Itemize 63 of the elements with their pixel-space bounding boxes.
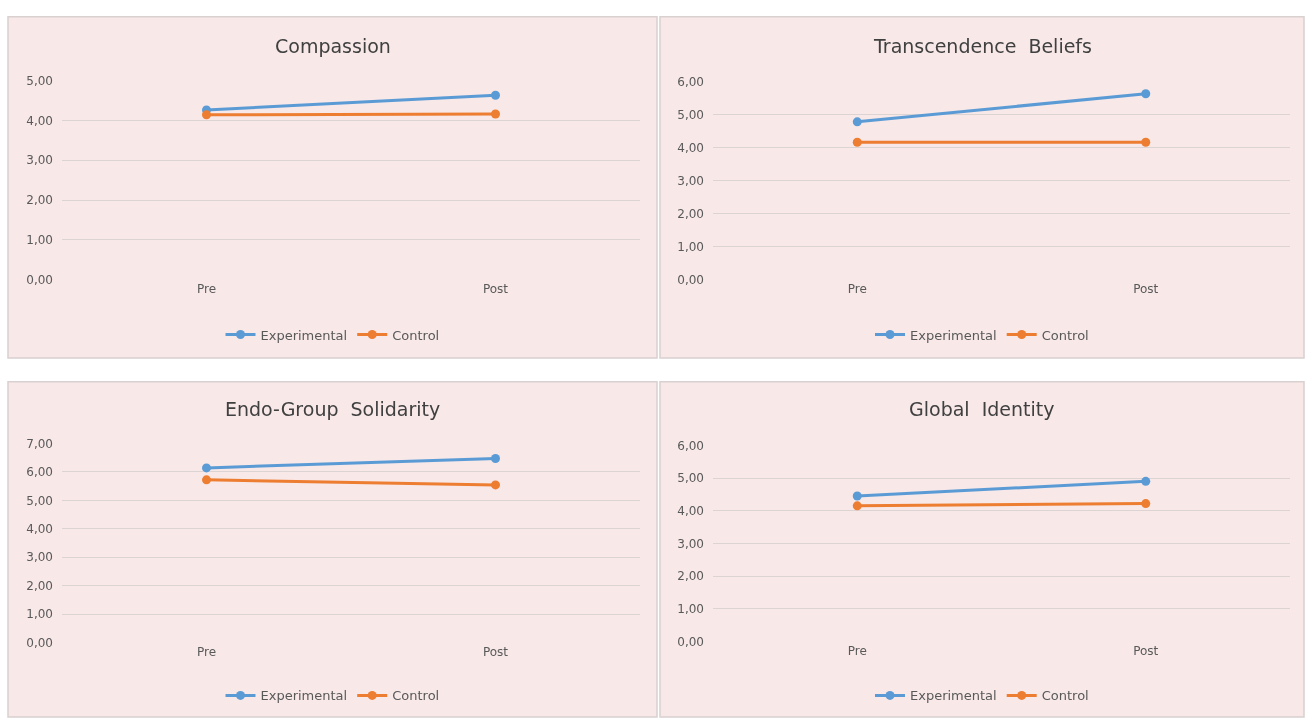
y-tick-label: 5,00 <box>26 73 53 88</box>
x-tick-label: Post <box>482 644 509 659</box>
y-tick-label: 2,00 <box>677 206 704 221</box>
point <box>1141 476 1151 486</box>
y-tick-label: 1,00 <box>677 602 704 617</box>
point <box>202 110 211 120</box>
y-tick-label: 2,00 <box>26 578 53 593</box>
legend-label: Experimental <box>910 327 997 343</box>
x-tick-label: Pre <box>196 644 217 659</box>
y-tick-label: 5,00 <box>26 493 53 508</box>
point <box>852 501 862 511</box>
y-tick-label: 6,00 <box>677 438 704 453</box>
y-tick-label: 0,00 <box>26 272 53 287</box>
legend-label: Control <box>1041 688 1089 704</box>
legend-label: Control <box>1041 327 1089 343</box>
point <box>1141 137 1151 147</box>
point <box>491 90 500 100</box>
y-tick-label: 3,00 <box>26 153 53 168</box>
y-tick-label: 4,00 <box>26 113 53 128</box>
y-tick-label: 5,00 <box>677 471 704 486</box>
chart-title: Endo-Group Solidarity <box>225 398 441 420</box>
y-tick-label: 6,00 <box>26 465 53 480</box>
y-tick-label: 0,00 <box>26 635 53 650</box>
point <box>852 491 862 501</box>
point <box>1141 89 1151 99</box>
x-tick-label: Post <box>482 281 509 296</box>
y-tick-label: 6,00 <box>677 74 704 89</box>
y-tick-label: 4,00 <box>26 521 53 536</box>
y-tick-label: 2,00 <box>677 569 704 584</box>
y-tick-label: 1,00 <box>26 607 53 622</box>
y-tick-label: 4,00 <box>677 140 704 155</box>
y-tick-label: 3,00 <box>677 536 704 551</box>
chart-title: Global Identity <box>909 398 1055 420</box>
point <box>491 109 500 119</box>
legend-label: Control <box>392 688 440 704</box>
x-tick-label: Pre <box>847 281 867 296</box>
y-tick-label: 3,00 <box>26 550 53 565</box>
legend-label: Control <box>392 327 440 343</box>
y-tick-label: 4,00 <box>677 503 704 518</box>
point <box>202 475 211 485</box>
x-tick-label: Post <box>1133 643 1159 658</box>
legend-label: Experimental <box>260 688 348 704</box>
point <box>202 463 211 473</box>
y-tick-label: 0,00 <box>677 634 704 649</box>
y-tick-label: 2,00 <box>26 193 53 208</box>
y-tick-label: 3,00 <box>677 173 704 188</box>
y-tick-label: 7,00 <box>26 436 53 451</box>
legend-label: Experimental <box>910 688 997 704</box>
y-tick-label: 5,00 <box>677 107 704 122</box>
chart-title: Transcendence Beliefs <box>873 35 1092 57</box>
x-tick-label: Pre <box>847 643 867 658</box>
point <box>491 453 500 463</box>
point <box>1141 499 1151 509</box>
point <box>491 480 500 490</box>
legend-label: Experimental <box>260 327 348 343</box>
y-tick-label: 1,00 <box>26 233 53 248</box>
point <box>852 137 862 147</box>
chart-title: Compassion <box>275 35 391 57</box>
x-tick-label: Post <box>1133 281 1159 296</box>
y-tick-label: 0,00 <box>677 272 704 287</box>
y-tick-label: 1,00 <box>677 239 704 254</box>
x-tick-label: Pre <box>196 281 217 296</box>
point <box>852 117 862 127</box>
